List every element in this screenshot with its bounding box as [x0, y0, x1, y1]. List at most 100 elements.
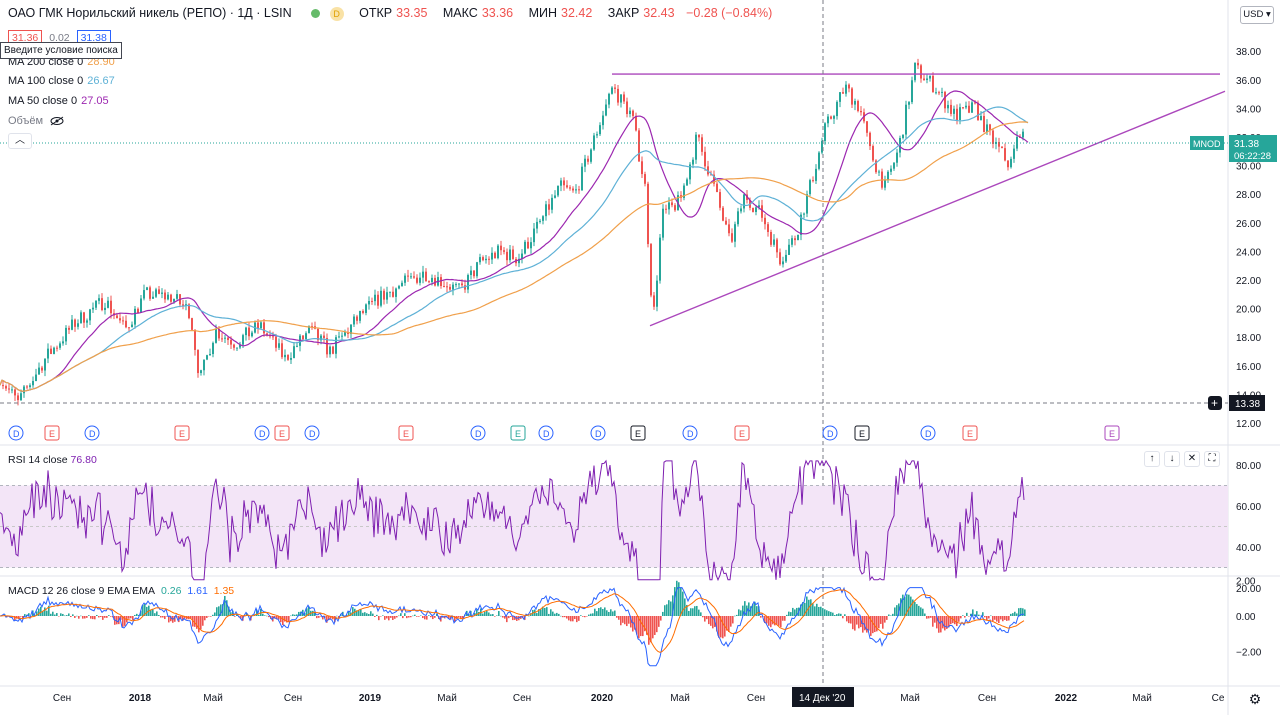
candle-body — [548, 204, 550, 210]
macd-hist-bar — [174, 616, 176, 622]
macd-hist-bar — [540, 609, 542, 616]
macd-hist-bar — [700, 612, 702, 616]
macd-hist-bar — [278, 616, 280, 620]
macd-hist-bar — [822, 608, 824, 616]
candle-body — [719, 192, 721, 208]
macd-hist-bar — [256, 609, 258, 616]
macd-hist-bar — [372, 613, 374, 616]
candle-body — [755, 207, 757, 212]
candle-body — [641, 161, 643, 175]
macd-hist-bar — [508, 616, 510, 619]
move-pane-down-button[interactable]: ↓ — [1164, 451, 1180, 467]
event-marker-label: D — [475, 429, 482, 439]
candle-body — [104, 307, 106, 311]
macd-hist-bar — [386, 616, 388, 619]
macd-hist-bar — [702, 616, 704, 618]
candle-body — [968, 105, 970, 113]
macd-hist-bar — [668, 600, 670, 616]
macd-hist-bar — [356, 610, 358, 616]
macd-hist-bar — [308, 606, 310, 616]
candle-body — [50, 348, 52, 354]
macd-hist-bar — [402, 616, 404, 619]
maximize-pane-button[interactable]: ⛶ — [1204, 451, 1220, 467]
macd-hist-bar — [322, 616, 324, 620]
macd-hist-bar — [502, 616, 504, 618]
rsi-legend[interactable]: RSI 14 close 76.80 — [8, 454, 100, 466]
candle-body — [8, 388, 10, 390]
candle-body — [1010, 158, 1012, 168]
macd-hist-bar — [292, 614, 294, 616]
candle-body — [800, 214, 802, 235]
macd-hist-bar — [640, 616, 642, 637]
candle-body — [359, 310, 361, 321]
candle-body — [164, 292, 166, 300]
candle-body — [20, 393, 22, 401]
macd-hist-bar — [962, 615, 964, 616]
macd-hist-bar — [288, 616, 290, 623]
macd-hist-bar — [972, 609, 974, 616]
macd-hist-bar — [866, 616, 868, 633]
macd-hist-bar — [500, 615, 502, 617]
macd-hist-bar — [410, 616, 412, 618]
macd-hist-bar — [232, 610, 234, 616]
candle-body — [671, 202, 673, 206]
move-pane-up-button[interactable]: ↑ — [1144, 451, 1160, 467]
ma200-legend[interactable]: MA 200 close 0 28.90 — [8, 56, 119, 68]
candle-body — [557, 185, 559, 196]
macd-hist-bar — [992, 616, 994, 622]
macd-hist-bar — [366, 613, 368, 616]
data-status-badge[interactable]: D — [329, 6, 344, 21]
candle-body — [320, 335, 322, 341]
ma100-legend[interactable]: MA 100 close 0 26.67 — [8, 75, 119, 87]
macd-hist-bar — [170, 616, 172, 622]
macd-hist-bar — [830, 611, 832, 616]
macd-legend[interactable]: MACD 12 26 close 9 EMA EMA 0.26 1.61 1.3… — [8, 585, 237, 597]
earnings-event-icon — [510, 425, 526, 441]
chart-settings-button[interactable]: ⚙ — [1246, 690, 1264, 708]
eye-crossed-icon[interactable] — [50, 116, 64, 126]
macd-hist-bar — [484, 611, 486, 616]
event-marker-label: D — [595, 429, 602, 439]
candle-body — [443, 286, 445, 288]
candle-body — [236, 347, 238, 349]
collapse-legend-button[interactable]: ︿ — [8, 133, 32, 149]
macd-hist-bar — [870, 616, 872, 636]
macd-hist-bar — [754, 601, 756, 616]
candle-body — [929, 75, 931, 79]
macd-hist-bar — [306, 608, 308, 616]
macd-hist-bar — [618, 616, 620, 620]
candle-body — [743, 194, 745, 209]
candle-body — [848, 84, 850, 89]
candle-body — [47, 348, 49, 359]
macd-hist-bar — [304, 613, 306, 616]
macd-hist-bar — [34, 614, 36, 616]
last-price-label: 31.38 — [1234, 139, 1259, 150]
macd-hist-bar — [70, 616, 72, 618]
time-tick-label: Май — [203, 693, 223, 704]
candle-body — [479, 257, 481, 263]
candle-body — [428, 281, 430, 283]
candle-body — [146, 287, 148, 291]
candle-body — [569, 187, 571, 189]
close-pane-button[interactable]: ✕ — [1184, 451, 1200, 467]
candle-body — [965, 105, 967, 108]
candle-body — [752, 207, 754, 212]
macd-hist-bar — [636, 616, 638, 635]
macd-hist-bar — [682, 591, 684, 616]
event-marker-label: D — [687, 429, 694, 439]
candle-body — [356, 316, 358, 321]
candle-body — [875, 160, 877, 173]
symbol-title[interactable]: ОАО ГМК Норильский никель (РЕПО) · 1Д · … — [8, 6, 292, 20]
macd-hist-bar — [290, 615, 292, 617]
volume-legend[interactable]: Объём — [8, 115, 64, 127]
macd-hist-bar — [382, 615, 384, 616]
macd-signal-line — [0, 589, 1025, 653]
ma50-legend[interactable]: MA 50 close 0 27.05 — [8, 95, 113, 107]
macd-hist-bar — [258, 614, 260, 616]
candle-body — [560, 180, 562, 186]
macd-hist-bar — [216, 607, 218, 616]
macd-hist-bar — [460, 616, 462, 620]
candle-body — [413, 276, 415, 278]
currency-selector[interactable]: USD ▾ — [1240, 6, 1274, 24]
